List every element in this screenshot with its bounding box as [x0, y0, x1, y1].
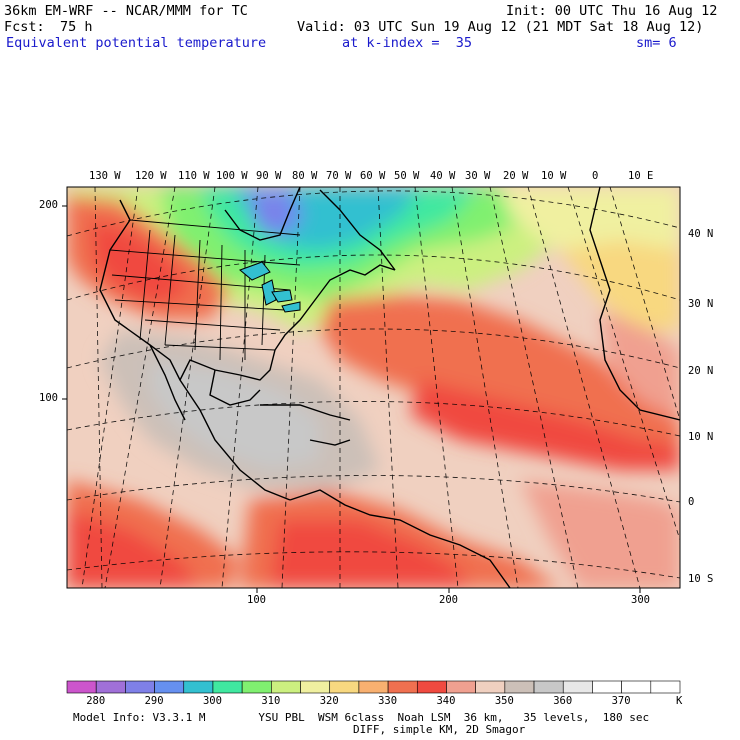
valid-time: Valid: 03 UTC Sun 19 Aug 12 (21 MDT Sat … [297, 19, 704, 35]
lon-label: 40 W [430, 170, 456, 182]
lat-label: 30 N [688, 298, 714, 310]
colorbar-swatch [125, 680, 155, 694]
colorbar-tick-label: 290 [144, 695, 164, 707]
forecast-label: Fcst: [4, 19, 45, 35]
colorbar-swatch [358, 680, 389, 694]
colorbar-tick-label: 310 [261, 695, 281, 707]
grid-x-label: 200 [439, 594, 458, 606]
colorbar-swatch [183, 680, 214, 694]
colorbar-tick-label: 360 [553, 695, 573, 707]
colorbar-tick-label: 370 [611, 695, 631, 707]
lat-label: 10 S [688, 573, 714, 585]
colorbar-swatch [504, 680, 535, 694]
model-info: Model Info: V3.3.1 M YSU PBL WSM 6class … [73, 711, 650, 724]
colorbar-tick-label: 340 [436, 695, 456, 707]
grid-x-label: 100 [247, 594, 266, 606]
smoothing-info: sm= 6 [636, 35, 677, 51]
grid-y-label: 100 [39, 392, 58, 404]
grid-x-label: 300 [631, 594, 650, 606]
colorbar-swatch [212, 680, 243, 694]
forecast-hour: 75 h [60, 19, 93, 35]
colorbar-swatch [475, 680, 506, 694]
lon-label: 70 W [326, 170, 352, 182]
lon-label: 120 W [135, 170, 167, 182]
colorbar-swatch [621, 680, 652, 694]
colorbar-tick-label: 280 [86, 695, 106, 707]
field-name: Equivalent potential temperature [6, 35, 267, 51]
colorbar-swatch [533, 680, 564, 694]
lon-label: 90 W [256, 170, 282, 182]
lat-label: 20 N [688, 365, 714, 377]
lon-label: 60 W [360, 170, 386, 182]
colorbar-tick-label: 300 [202, 695, 222, 707]
init-time: Init: 00 UTC Thu 16 Aug 12 [506, 3, 718, 19]
lat-label: 40 N [688, 228, 714, 240]
model-diffusion: DIFF, simple KM, 2D Smagor [353, 723, 526, 736]
colorbar-tick-label: 350 [494, 695, 514, 707]
lon-label: 100 W [216, 170, 248, 182]
colorbar-swatch [95, 680, 126, 694]
colorbar-swatch [241, 680, 272, 694]
lon-label: 10 W [541, 170, 567, 182]
colorbar-swatch [66, 680, 97, 694]
grid-y-label: 200 [39, 199, 58, 211]
lon-label: 30 W [465, 170, 491, 182]
equivalent-potential-temperature-field [67, 187, 680, 588]
level-info: at k-index = 35 [342, 35, 473, 51]
colorbar-swatch [562, 680, 593, 694]
lon-label: 80 W [292, 170, 318, 182]
colorbar [66, 680, 681, 694]
lon-label: 130 W [89, 170, 121, 182]
colorbar-unit: K [676, 695, 683, 707]
colorbar-swatch [416, 680, 447, 694]
colorbar-tick-label: 320 [319, 695, 339, 707]
lon-label: 0 [592, 170, 599, 182]
lon-label: 110 W [178, 170, 210, 182]
colorbar-swatch [329, 680, 360, 694]
colorbar-swatch [300, 680, 331, 694]
lat-label: 10 N [688, 431, 714, 443]
colorbar-swatch [592, 680, 622, 694]
colorbar-swatch [271, 680, 301, 694]
colorbar-swatch [387, 680, 418, 694]
colorbar-swatch [154, 680, 185, 694]
lat-label: 0 [688, 496, 695, 508]
lon-label: 10 E [628, 170, 654, 182]
colorbar-swatch [446, 680, 476, 694]
model-title: 36km EM-WRF -- NCAR/MMM for TC [4, 3, 248, 19]
lon-label: 20 W [503, 170, 529, 182]
lon-label: 50 W [394, 170, 420, 182]
colorbar-tick-label: 330 [378, 695, 398, 707]
colorbar-swatch [650, 680, 681, 694]
